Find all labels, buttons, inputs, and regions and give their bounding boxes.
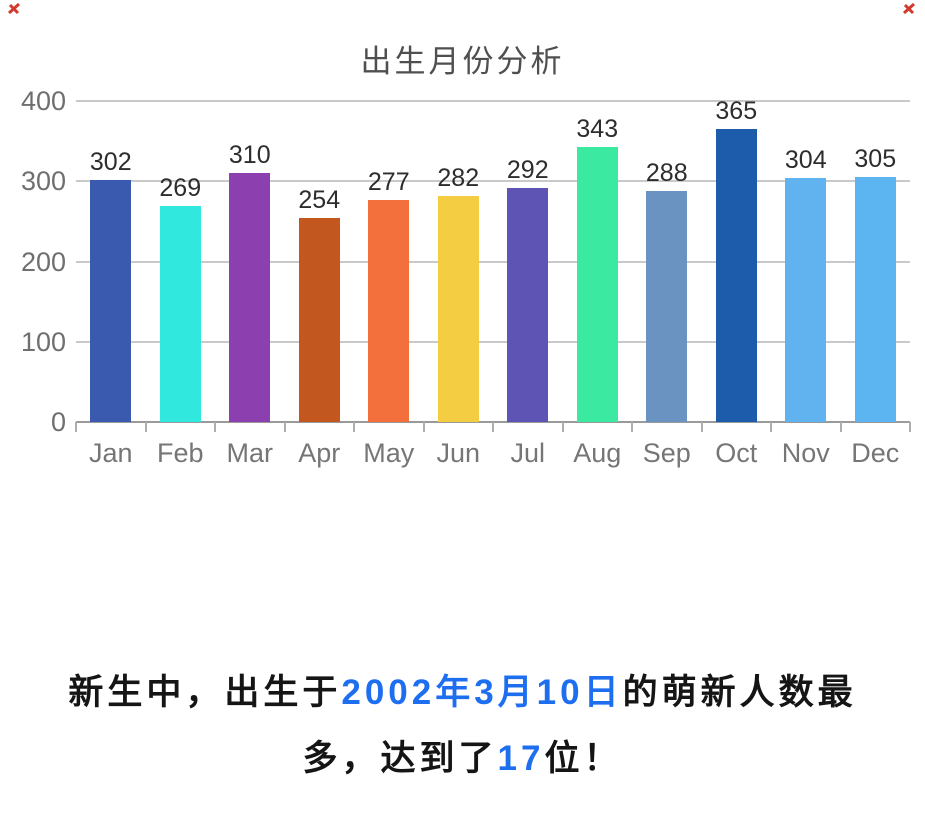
x-axis-label-sep: Sep	[642, 438, 691, 468]
x-axis-tick	[353, 422, 355, 432]
gridline-200	[76, 260, 910, 263]
x-axis-label-feb: Feb	[156, 438, 204, 468]
y-tick-label-0: 0	[50, 407, 66, 437]
caption-line-1: 新生中，出生于2002年3月10日的萌新人数最	[0, 660, 925, 726]
x-axis-tick	[283, 422, 286, 432]
bar-value-label-feb: 269	[159, 174, 202, 203]
bar-may	[368, 199, 410, 422]
x-axis-label-jan: Jan	[88, 438, 133, 468]
chart-title: 出生月份分析	[360, 44, 565, 79]
bar-value-label-apr: 254	[298, 186, 341, 215]
x-axis-label-oct: Oct	[715, 438, 758, 468]
x-axis-tick	[422, 422, 425, 432]
bar-value-label-nov: 304	[784, 146, 827, 175]
caption-line-2-highlight: 17	[497, 739, 545, 778]
bar-dec	[854, 177, 896, 422]
x-axis-label-mar: Mar	[226, 438, 274, 468]
gridline-100	[76, 340, 910, 343]
x-axis-tick	[770, 422, 772, 432]
x-axis-label-jul: Jul	[510, 438, 545, 468]
x-axis-tick	[909, 422, 911, 432]
bar-value-label-jan: 302	[89, 147, 132, 176]
bar-value-label-mar: 310	[228, 141, 271, 170]
y-tick-label-400: 400	[20, 86, 66, 116]
x-axis-tick	[492, 422, 494, 432]
caption-line-1-prefix: 新生中，出生于	[68, 673, 342, 712]
x-axis-label-dec: Dec	[851, 438, 900, 468]
x-axis-tick	[214, 422, 216, 432]
x-axis-tick	[75, 422, 77, 432]
bar-jul	[507, 187, 549, 422]
y-tick-label-100: 100	[20, 326, 66, 357]
x-axis-tick	[144, 422, 147, 432]
x-axis-label-may: May	[363, 438, 415, 468]
x-axis-label-nov: Nov	[781, 438, 830, 468]
bar-jan	[90, 179, 132, 422]
bar-nov	[785, 178, 827, 422]
bar-value-label-dec: 305	[854, 145, 897, 174]
x-axis-label-jun: Jun	[436, 438, 481, 468]
bar-sep	[646, 190, 688, 422]
gridline-400	[76, 100, 910, 102]
plot-area: 0 100 200 300 400 302 Jan 269 Feb 310 Mar 254 Apr 277…	[20, 86, 911, 468]
bar-mar	[229, 173, 271, 422]
y-tick-label-200: 200	[20, 246, 66, 277]
bar-value-label-oct: 365	[715, 97, 758, 126]
x-axis-tick	[561, 422, 564, 432]
caption-line-1-highlight: 2002年3月10日	[341, 673, 623, 712]
x-axis-tick	[839, 422, 842, 432]
x-axis-tick	[631, 422, 633, 432]
corner-glyph-left	[6, 1, 22, 17]
bar-jun	[437, 195, 479, 422]
bar-oct	[715, 129, 757, 422]
caption-line-2: 多，达到了17位！	[0, 726, 925, 792]
x-axis-label-aug: Aug	[573, 438, 622, 468]
corner-glyph-right	[901, 1, 917, 17]
bar-feb	[159, 206, 201, 422]
caption-line-2-prefix: 多，达到了	[302, 739, 498, 778]
gridline-300	[76, 180, 910, 183]
bar-value-label-may: 277	[367, 167, 410, 196]
bar-value-label-sep: 288	[645, 158, 688, 187]
x-axis-tick	[700, 422, 703, 432]
bar-value-label-jul: 292	[506, 155, 549, 184]
caption-line-1-suffix: 的萌新人数最	[622, 673, 857, 712]
bar-value-label-jun: 282	[437, 163, 480, 192]
caption-line-2-suffix: 位！	[544, 739, 623, 778]
bar-aug	[576, 146, 618, 422]
x-axis-label-apr: Apr	[298, 438, 341, 468]
bar-apr	[298, 218, 340, 422]
caption-text: 新生中，出生于2002年3月10日的萌新人数最 多，达到了17位！	[0, 660, 925, 792]
bar-value-label-aug: 343	[576, 114, 619, 143]
y-tick-label-300: 300	[20, 166, 66, 197]
